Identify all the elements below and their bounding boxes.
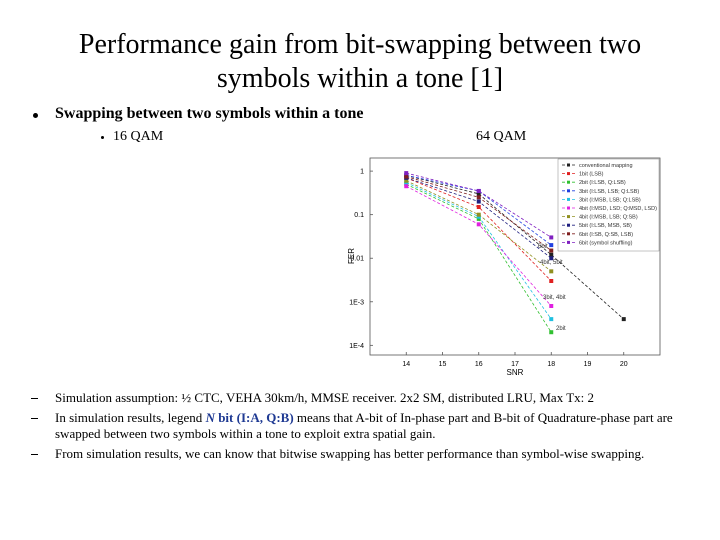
x-tick-label: 14: [402, 361, 410, 368]
x-tick-label: 20: [620, 361, 628, 368]
bullet-dot: [33, 113, 38, 118]
x-tick-label: 17: [511, 361, 519, 368]
note-dash: [31, 454, 38, 455]
data-point: [476, 188, 481, 193]
legend-label: 3bit (I:LSB, LSB; Q:LSB): [579, 189, 639, 195]
x-tick-label: 19: [584, 361, 592, 368]
data-point: [621, 317, 626, 322]
y-tick-label: 0.1: [354, 212, 364, 219]
legend-label: 1bit (LSB): [579, 172, 604, 178]
data-point: [549, 248, 554, 253]
legend-marker: [567, 223, 570, 227]
y-axis-label: FER: [347, 248, 356, 264]
sub-label: 64 QAM: [476, 129, 527, 144]
series-line: [406, 172, 552, 238]
data-point: [549, 252, 554, 257]
chart: SNR FER 14 15 16 17 18 19 20 1 0.1 0.01 1E-3 1E-4 co…: [347, 157, 661, 377]
y-tick-label: 1E-3: [349, 299, 364, 306]
legend-marker: [567, 215, 570, 219]
bullet-text: Swapping between two symbols within a to…: [55, 105, 364, 122]
note-text: From simulation results, we can know tha…: [55, 446, 645, 461]
legend-label: 4bit (I:MSD, LSD; Q:MSD, LSD): [579, 206, 657, 212]
note-strong: bit (I:A, Q:B): [214, 410, 294, 425]
sub-bullet-dot: [101, 136, 104, 139]
legend-label: conventional mapping: [579, 163, 633, 169]
data-point: [549, 330, 554, 335]
legend-marker: [567, 197, 570, 201]
x-tick-label: 18: [547, 361, 555, 368]
note-dash: [31, 398, 38, 399]
annotation: 6bit: [538, 244, 548, 250]
data-point: [549, 304, 554, 309]
legend-marker: [567, 240, 570, 244]
data-point: [549, 278, 554, 283]
y-tick-label: 1: [360, 169, 364, 176]
legend-box: [557, 158, 660, 252]
legend-marker: [567, 180, 570, 184]
data-point: [476, 191, 481, 196]
legend-marker: [567, 189, 570, 193]
legend-marker: [567, 172, 570, 176]
data-point: [476, 212, 481, 217]
x-tick-label: 15: [439, 361, 447, 368]
legend-label: 2bit (I:LSB, Q:LSB): [579, 180, 626, 186]
legend-marker: [567, 206, 570, 210]
annotation: 4bit, 5bit: [540, 260, 563, 266]
note-emphasis: N: [205, 410, 215, 425]
data-point: [404, 171, 409, 176]
note-text: In simulation results, legend: [55, 410, 206, 425]
slide-title: Performance gain from bit-swapping betwe…: [78, 29, 642, 94]
data-point: [404, 178, 409, 183]
x-axis-label: SNR: [507, 368, 524, 377]
series-line: [406, 174, 552, 246]
note: In simulation results, legend N bit (I:A…: [55, 410, 705, 442]
y-tick-label: 1E-4: [349, 343, 364, 350]
legend-label: 4bit (I:MSB, LSB; Q:SB): [579, 215, 638, 221]
legend-marker: [567, 163, 570, 167]
data-point: [476, 195, 481, 200]
y-tick-label: 0.01: [350, 256, 364, 263]
legend-label: 6bit (I:SB, Q:SB, LSB): [579, 232, 633, 238]
data-point: [549, 269, 554, 274]
legend-marker: [567, 232, 570, 236]
data-point: [549, 243, 554, 248]
note-dash: [31, 418, 38, 419]
data-point: [476, 222, 481, 227]
legend-label: 6bit (symbol shuffling): [579, 240, 633, 246]
sub-label: 16 QAM: [113, 129, 164, 144]
note-text: means that A-bit of In-phase part and B-…: [55, 410, 673, 441]
annotation: 3bit, 4bit: [543, 295, 566, 301]
data-point: [476, 199, 481, 204]
data-point: [549, 317, 554, 322]
note: From simulation results, we can know tha…: [55, 446, 720, 462]
data-point: [404, 184, 409, 189]
data-point: [549, 256, 554, 261]
data-point: [476, 216, 481, 221]
series-line: [406, 177, 552, 282]
data-point: [476, 204, 481, 209]
x-tick-label: 16: [475, 361, 483, 368]
data-point: [549, 235, 554, 240]
legend-label: 3bit (I:MSB, LSB; Q:LSB): [579, 197, 641, 203]
note-text: Simulation assumption: ½ CTC, VEHA 30km/…: [55, 390, 595, 405]
data-point: [404, 174, 409, 179]
annotation: 2bit: [556, 326, 566, 332]
note: Simulation assumption: ½ CTC, VEHA 30km/…: [55, 390, 705, 406]
legend-label: 5bit (I:LSB, MSB, SB): [579, 223, 632, 229]
